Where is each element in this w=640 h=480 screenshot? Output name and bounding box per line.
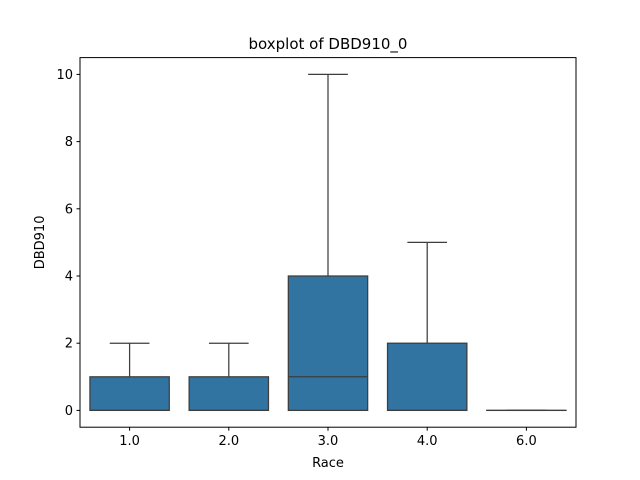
boxes-layer <box>89 73 567 412</box>
y-tick-label: 4 <box>65 270 73 285</box>
y-axis-title: DBD910 <box>33 216 48 270</box>
iqr-box <box>287 275 369 412</box>
box-group-2.0 <box>188 342 270 412</box>
chart-title: boxplot of DBD910_0 <box>249 35 408 54</box>
box-group-4.0 <box>386 241 468 412</box>
y-tick-label: 0 <box>65 404 73 419</box>
x-tick-label: 1.0 <box>119 434 140 449</box>
box-group-3.0 <box>287 73 369 412</box>
plot-frame <box>79 57 577 428</box>
x-tick-label: 3.0 <box>318 434 339 449</box>
axes-layer: 0 2 4 6 8 10 1.0 2.0 3.0 4.0 6.0 <box>56 68 536 449</box>
y-tick-label: 8 <box>65 135 73 150</box>
iqr-box <box>89 376 170 412</box>
box-group-1.0 <box>89 342 170 412</box>
x-tick-label: 6.0 <box>516 434 537 449</box>
iqr-box <box>386 342 468 412</box>
y-tick-label: 6 <box>65 202 73 217</box>
y-tick-label: 2 <box>65 337 73 352</box>
y-tick-label: 10 <box>56 68 73 83</box>
iqr-box <box>188 376 270 412</box>
x-axis-title: Race <box>312 456 344 471</box>
x-tick-label: 4.0 <box>417 434 438 449</box>
x-tick-label: 2.0 <box>218 434 239 449</box>
